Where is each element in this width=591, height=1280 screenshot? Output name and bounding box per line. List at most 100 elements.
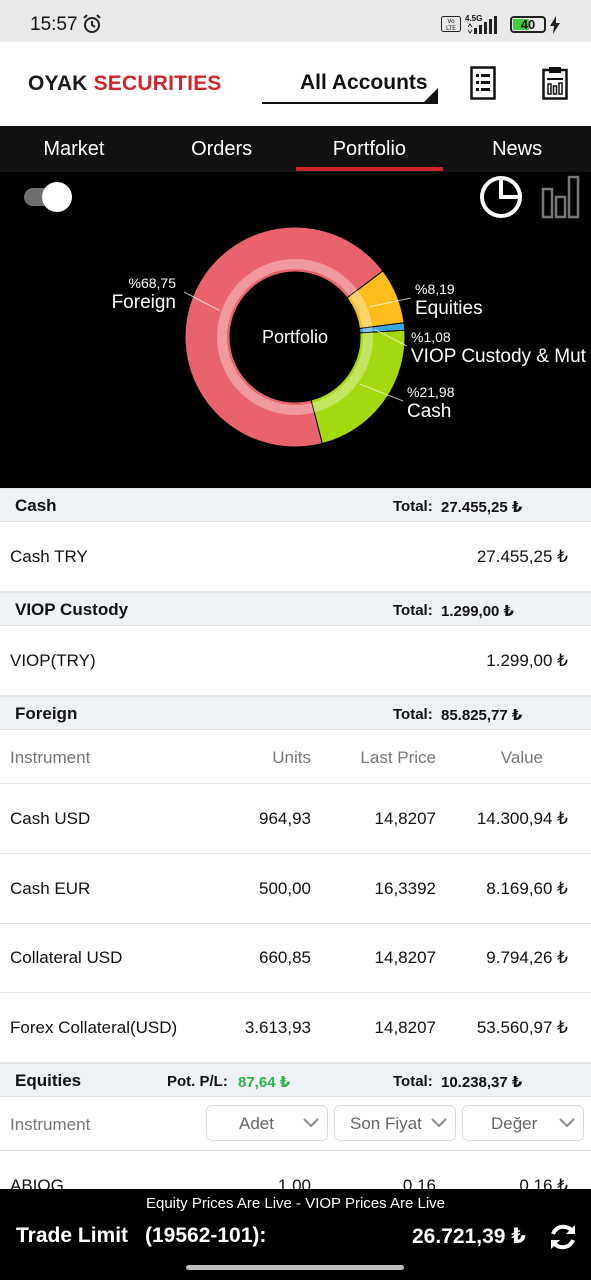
chart-center-label: Portfolio — [262, 327, 328, 347]
instrument-last-price: 14,8207 — [374, 1018, 436, 1037]
instrument-last-price: 16,3392 — [374, 879, 436, 898]
instrument-value: 1.299,00 ₺ — [486, 651, 568, 670]
app-header: OYAK SECURITIES All Accounts — [0, 42, 591, 126]
tab-market[interactable]: Market — [43, 138, 105, 160]
trade-limit-footer: Equity Prices Are Live - VIOP Prices Are… — [0, 1189, 591, 1280]
list-item[interactable]: Cash TRY 27.455,25 ₺ — [0, 522, 591, 592]
leader-line — [374, 328, 408, 347]
instrument-name: Forex Collateral(USD) — [10, 1018, 178, 1037]
table-row[interactable]: Cash USD 964,93 14,8207 14.300,94 ₺ — [0, 784, 591, 854]
slice-name-label: Foreign — [112, 292, 176, 313]
account-selector[interactable]: All Accounts — [262, 68, 438, 104]
donut-slice-highlight — [217, 259, 358, 415]
refresh-icon[interactable] — [548, 1222, 578, 1257]
tab-news[interactable]: News — [492, 138, 543, 160]
tab-orders[interactable]: Orders — [191, 138, 253, 160]
instrument-units: 660,85 — [259, 948, 311, 967]
oyak-logo: OYAK SECURITIES — [28, 72, 222, 95]
instrument-name: Cash TRY — [10, 547, 88, 566]
section-title: Foreign — [15, 704, 78, 723]
total-value: 27.455,25 ₺ — [441, 499, 523, 516]
system-nav-handle[interactable] — [186, 1265, 404, 1270]
live-prices-status: Equity Prices Are Live - VIOP Prices Are… — [145, 1195, 445, 1212]
section-title: VIOP Custody — [15, 600, 129, 619]
leader-line — [368, 297, 412, 308]
instrument-value: 53.560,97 ₺ — [476, 1018, 568, 1037]
slice-percent-label: %8,19 — [415, 281, 455, 297]
sort-label: Değer — [491, 1114, 538, 1133]
sort-button-value[interactable]: Değer — [462, 1105, 584, 1141]
donut-slice-cash[interactable] — [310, 329, 406, 445]
sort-label: Son Fiyat — [350, 1114, 422, 1133]
sort-button-price[interactable]: Son Fiyat — [334, 1105, 456, 1141]
total-value: 10.238,37 ₺ — [441, 1074, 523, 1091]
column-header-units: Units — [272, 748, 311, 767]
instrument-name: Cash USD — [10, 809, 91, 828]
trade-limit-value: 26.721,39 ₺ — [412, 1225, 526, 1248]
charging-icon — [550, 16, 560, 39]
section-viop-custody: VIOP Custody Total: 1.299,00 ₺ — [0, 592, 591, 626]
checklist-icon[interactable] — [470, 66, 496, 105]
network-type: 4.5G — [465, 14, 483, 23]
slice-percent-label: %21,98 — [407, 384, 455, 400]
trade-limit-label: Trade Limit — [16, 1224, 129, 1247]
column-header-instrument: Instrument — [10, 748, 91, 767]
portfolio-chart-panel: %68,75 Foreign %8,19 Equities %1,08 VIOP Cust… — [0, 172, 591, 488]
section-equities: Equities Pot. P/L: 87,64 ₺ Total: 10.238… — [0, 1063, 591, 1097]
instrument-last-price: 14,8207 — [374, 809, 436, 828]
slice-name-label: Equities — [415, 298, 483, 319]
leader-line — [183, 291, 220, 311]
donut-slice-foreign[interactable] — [184, 226, 384, 448]
pot-pl-value: 87,64 ₺ — [238, 1074, 291, 1091]
chart-toggle-switch[interactable] — [24, 180, 74, 212]
slice-percent-label: %68,75 — [129, 275, 177, 291]
instrument-value: 27.455,25 ₺ — [476, 547, 568, 566]
total-label: Total: — [393, 498, 433, 515]
sort-button-units[interactable]: Adet — [206, 1105, 328, 1141]
slice-name-label: Cash — [407, 401, 451, 422]
table-row[interactable]: Collateral USD 660,85 14,8207 9.794,26 ₺ — [0, 924, 591, 993]
tab-portfolio[interactable]: Portfolio — [295, 126, 444, 172]
signal-icon — [467, 15, 502, 40]
pie-chart-icon[interactable] — [478, 174, 524, 225]
chevron-down-icon — [303, 1118, 319, 1128]
section-title: Equities — [15, 1071, 82, 1090]
total-label: Total: — [393, 602, 433, 619]
section-title: Cash — [15, 496, 57, 515]
list-item[interactable]: VIOP(TRY) 1.299,00 ₺ — [0, 626, 591, 696]
total-label: Total: — [393, 706, 433, 723]
instrument-value: 8.169,60 ₺ — [486, 879, 568, 898]
instrument-units: 964,93 — [259, 809, 311, 828]
battery-level: 40 — [520, 17, 536, 32]
table-row[interactable]: Cash EUR 500,00 16,3392 8.169,60 ₺ — [0, 854, 591, 924]
pot-pl-label: Pot. P/L: — [167, 1073, 228, 1090]
status-time: 15:57 — [30, 14, 78, 35]
account-selector-label: All Accounts — [300, 71, 428, 94]
section-foreign: Foreign Total: 85.825,77 ₺ — [0, 696, 591, 730]
svg-text:LTE: LTE — [446, 25, 456, 32]
svg-text:Vo: Vo — [447, 18, 455, 25]
instrument-name: Cash EUR — [10, 879, 91, 898]
chevron-down-icon — [431, 1118, 447, 1128]
trade-limit-account: (19562-101): — [145, 1224, 267, 1247]
leader-line — [359, 383, 404, 402]
table-row[interactable]: Forex Collateral(USD) 3.613,93 14,8207 5… — [0, 993, 591, 1063]
donut-slice-highlight — [349, 290, 373, 329]
donut-slice-highlight — [311, 332, 373, 413]
clipboard-report-icon[interactable] — [542, 66, 568, 105]
column-header-value: Value — [500, 748, 543, 767]
main-tabs: Market Orders Portfolio News — [0, 126, 591, 172]
slice-percent-label: %1,08 — [411, 329, 451, 345]
instrument-units: 500,00 — [259, 879, 311, 898]
sort-label: Adet — [239, 1114, 274, 1133]
instrument-name: Collateral USD — [10, 948, 123, 967]
instrument-value: 9.794,26 ₺ — [486, 948, 568, 967]
status-bar: 15:57 Vo LTE 4.5G 40 — [0, 0, 591, 42]
bar-chart-icon[interactable] — [541, 175, 581, 224]
instrument-name: VIOP(TRY) — [10, 651, 96, 670]
column-header-instrument: Instrument — [10, 1115, 91, 1134]
total-value: 1.299,00 ₺ — [441, 603, 514, 620]
column-header-last-price: Last Price — [360, 748, 436, 767]
table-header: Instrument Units Last Price Value — [0, 730, 591, 784]
